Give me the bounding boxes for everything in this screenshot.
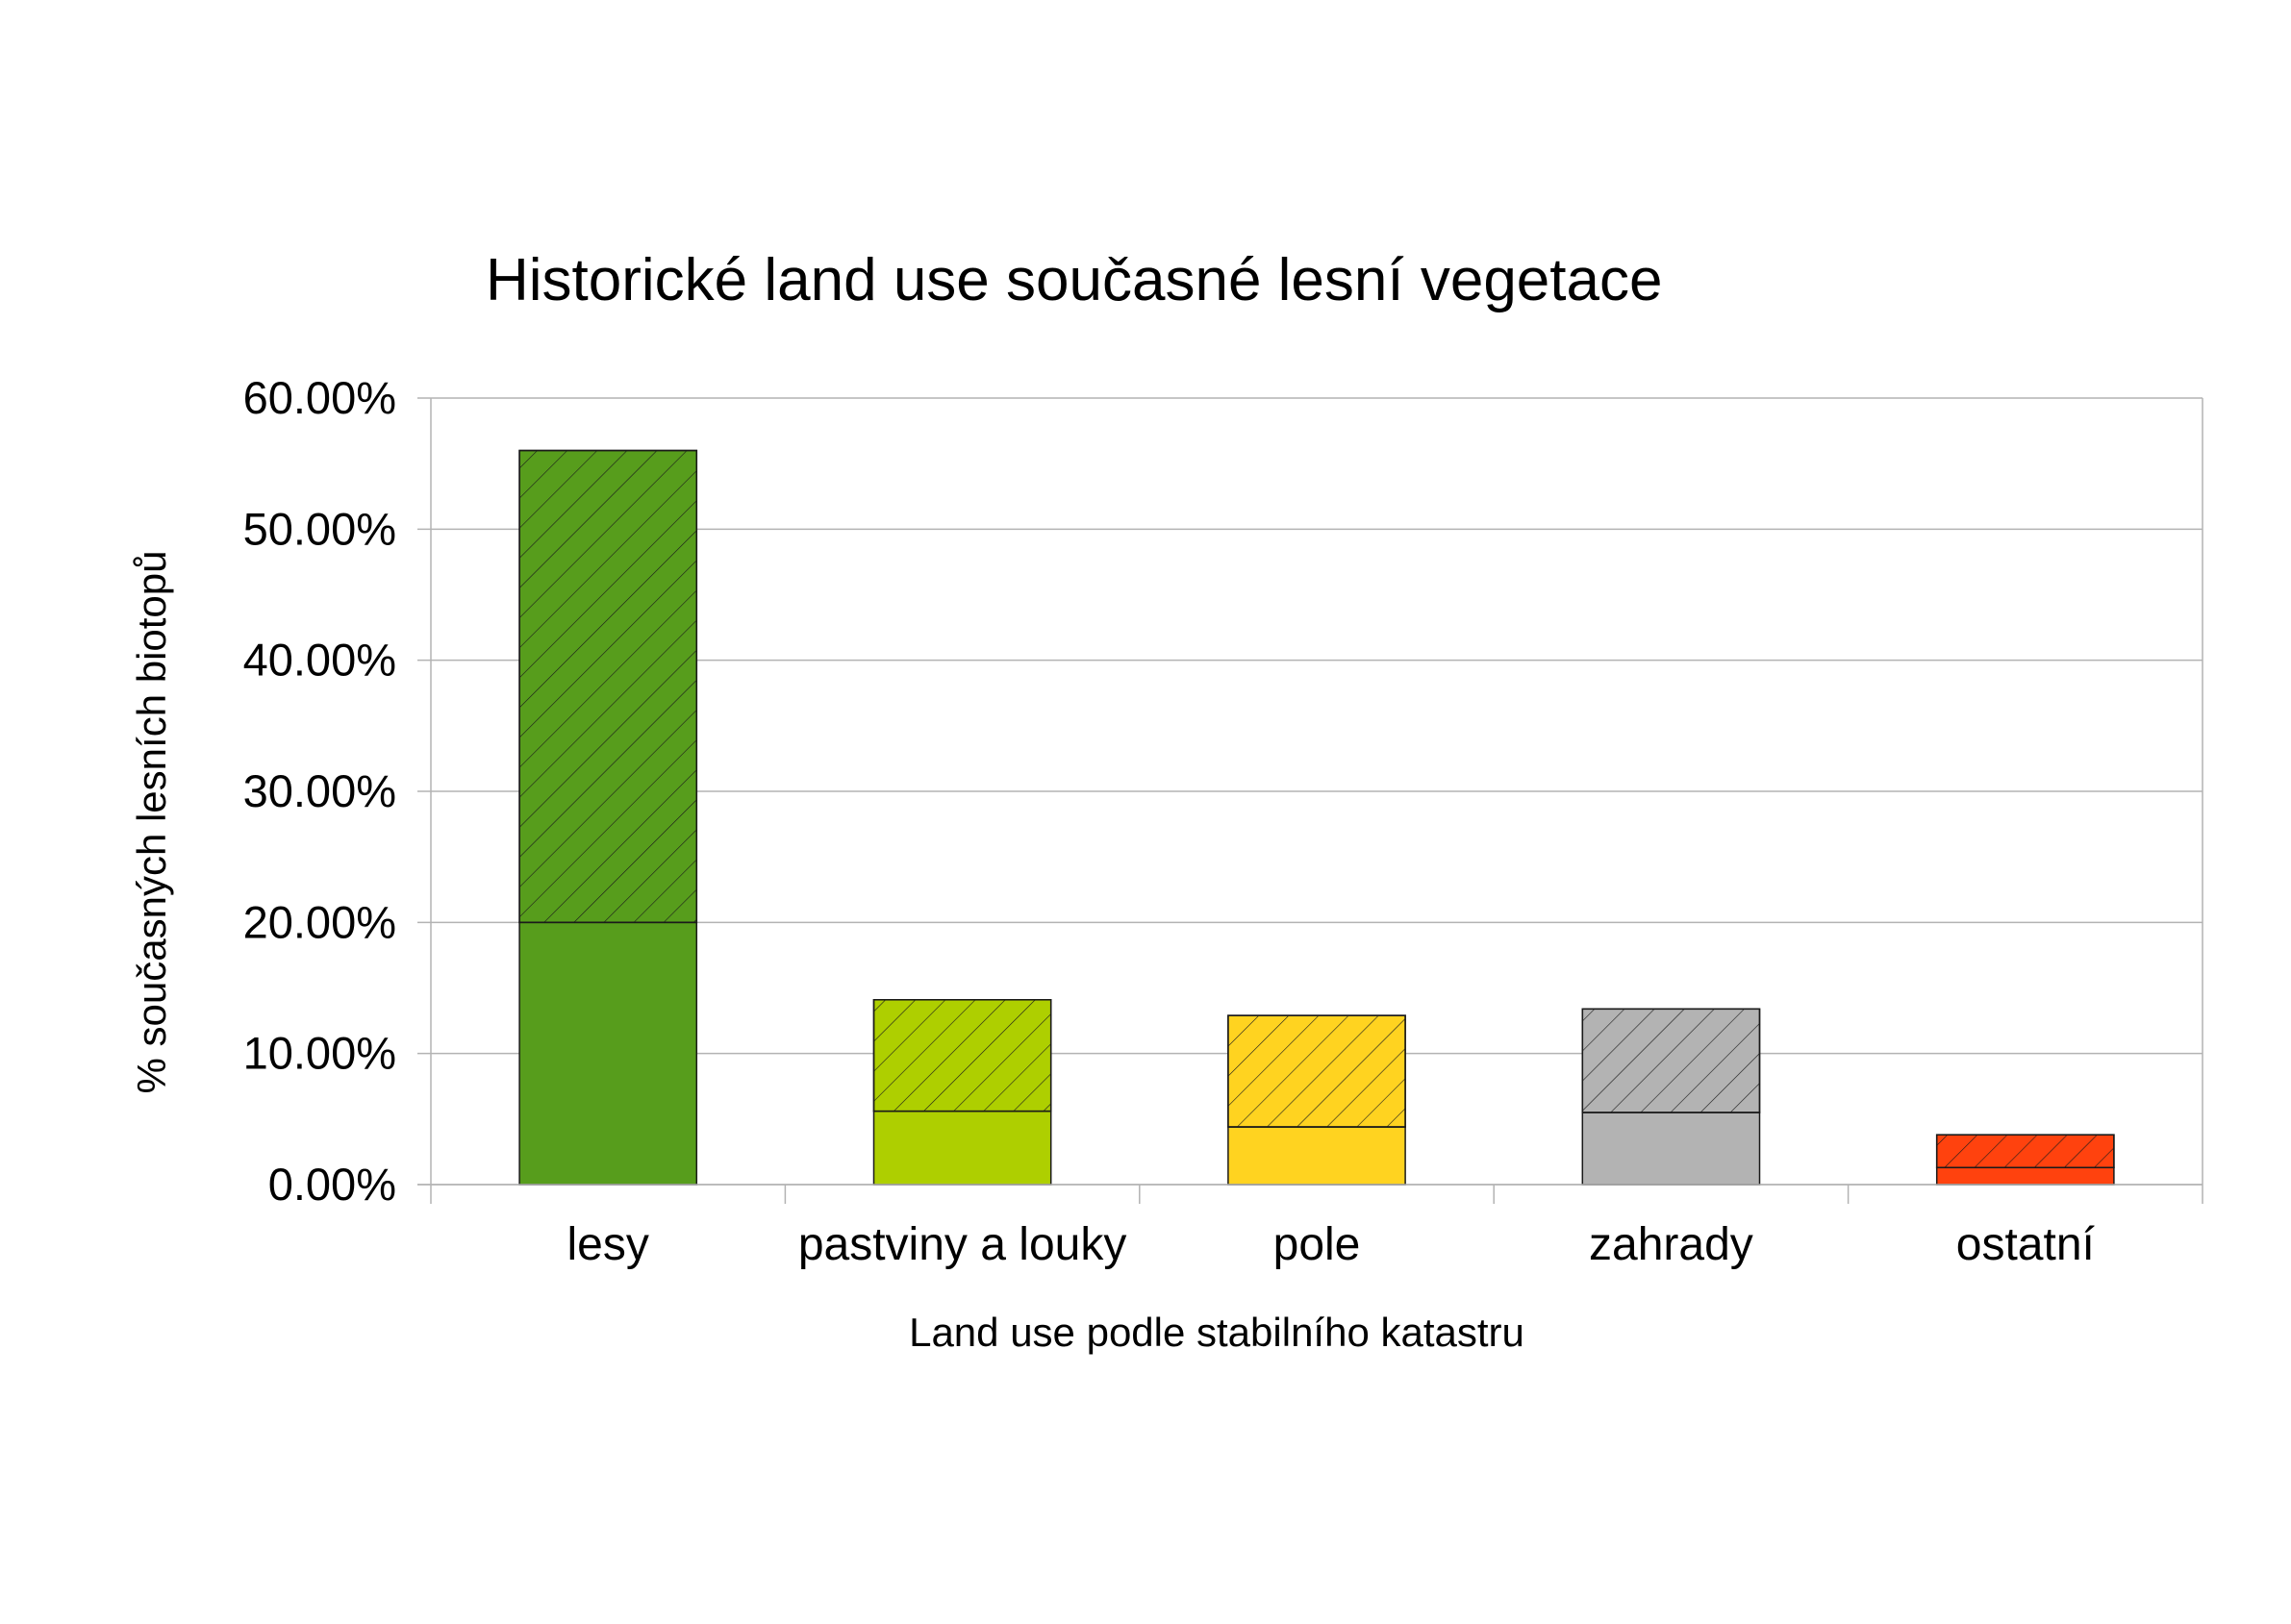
grid [417,397,2203,1186]
x-category-label: pastviny a louky [798,1219,1127,1270]
bar-solid [1227,1126,1406,1186]
y-tick-label: 30.00% [243,765,396,816]
x-category-label: pole [1273,1219,1361,1270]
bar-solid [1581,1112,1761,1186]
y-tick-label: 0.00% [268,1159,396,1210]
bar-hatch-overlay [1227,1014,1406,1128]
y-tick-label: 20.00% [243,896,396,947]
bar-solid [1935,1166,2115,1186]
y-tick-label: 50.00% [243,503,396,554]
bar-solid [872,1110,1052,1186]
x-category-label: zahrady [1589,1219,1753,1270]
bar-solid [518,921,698,1186]
bar-hatch-overlay [518,449,698,924]
x-category-label: ostatní [1956,1219,2096,1270]
bars [518,449,2115,1186]
y-tick-label: 60.00% [243,372,396,423]
bar-hatch-overlay [1935,1134,2115,1169]
y-tick-label: 40.00% [243,635,396,686]
bar-hatch-overlay [1581,1008,1761,1113]
y-axis-title: % současných lesních biotopů [129,550,174,1093]
axes: 0.00% 10.00% 20.00% 30.00% 40.00% 50.00% 60.00… [243,372,2203,1270]
bar-hatch-overlay [872,999,1052,1112]
x-axis-title: Land use podle stabilního katastru [909,1310,1524,1355]
y-tick-label: 10.00% [243,1028,396,1079]
chart-title: Historické land use současné lesní veget… [486,247,1662,313]
x-category-label: lesy [567,1219,649,1270]
